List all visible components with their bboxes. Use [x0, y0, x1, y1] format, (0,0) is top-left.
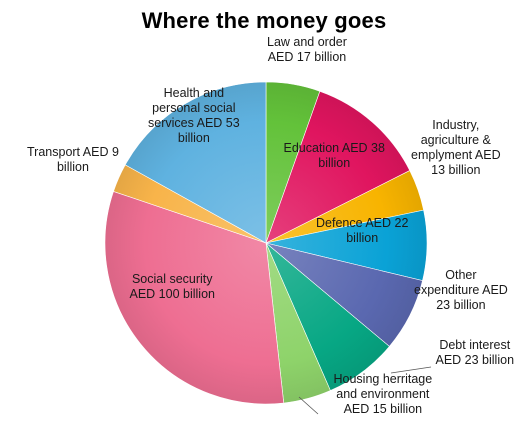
pie-slice [104, 191, 285, 405]
leader-line [298, 396, 319, 415]
slice-label: Debt interest AED 23 billion [435, 338, 515, 367]
slice-label: Industry, agriculture & emplyment AED 13… [411, 118, 501, 177]
leader-line [390, 366, 432, 374]
slice-label: Education AED 38 billion [283, 141, 385, 170]
slice-label: Health and personal social services AED … [148, 86, 240, 145]
pie-slice [124, 81, 267, 244]
slice-label: Social security AED 100 billion [129, 272, 215, 301]
slice-label: Law and order AED 17 billion [267, 35, 347, 64]
pie-slice [265, 90, 411, 244]
slice-label: Other expenditure AED 23 billion [414, 267, 508, 312]
slice-label: Defence AED 22 billion [316, 216, 409, 245]
slice-label: Housing herritage and environment AED 15… [333, 371, 433, 416]
chart-title: Where the money goes [141, 8, 387, 33]
slice-label: Transport AED 9 billion [27, 145, 119, 174]
